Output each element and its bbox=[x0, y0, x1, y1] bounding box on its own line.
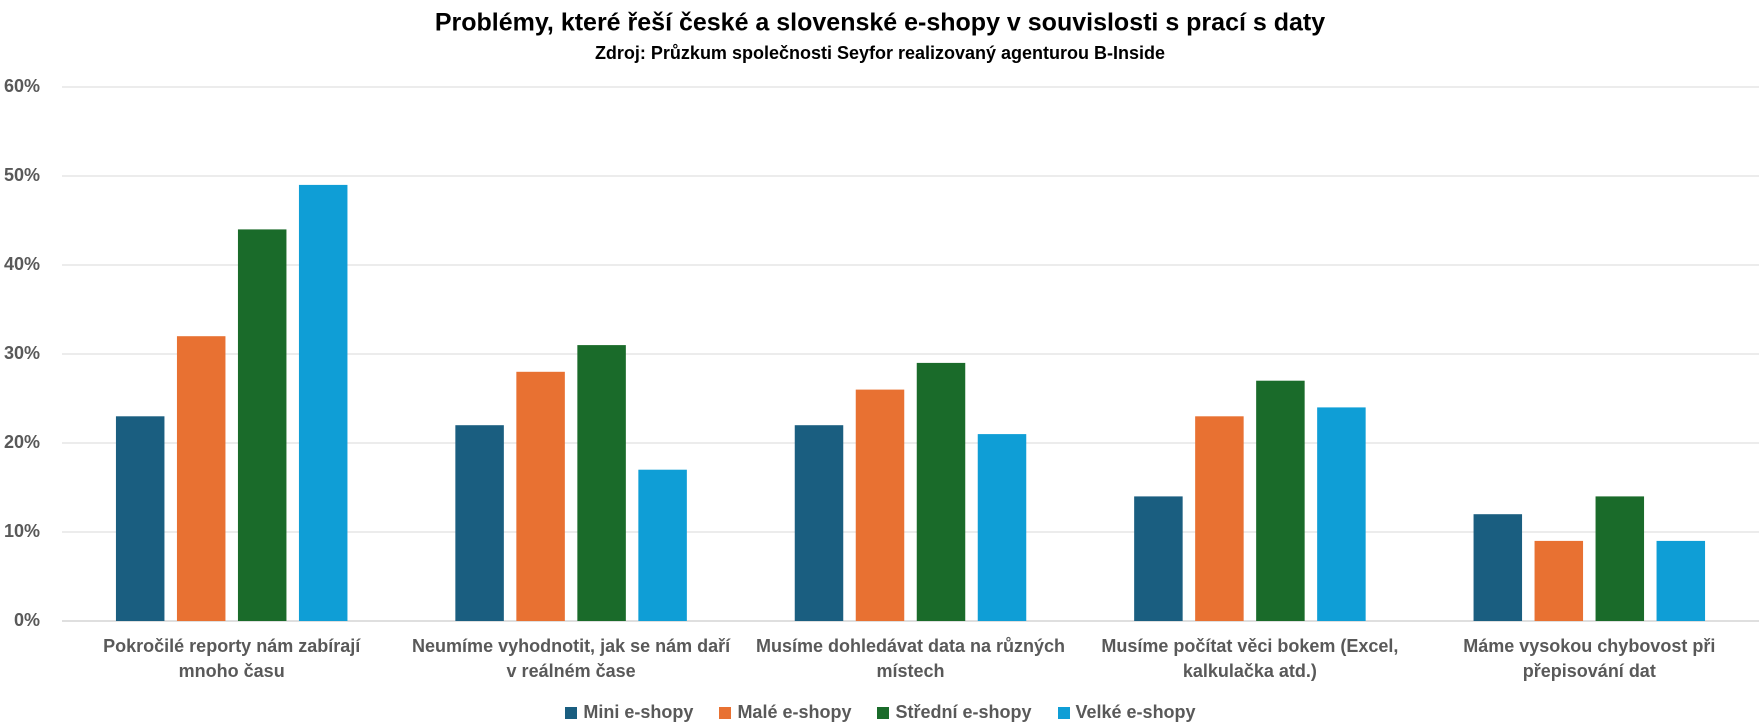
y-tick-label: 0% bbox=[14, 610, 40, 630]
bar bbox=[1195, 416, 1244, 621]
bar bbox=[1256, 380, 1305, 621]
bar bbox=[1595, 496, 1645, 621]
bar bbox=[115, 416, 165, 621]
legend-label: Střední e-shopy bbox=[895, 702, 1032, 722]
x-tick-label: Musíme počítat věci bokem (Excel, kalkul… bbox=[1101, 636, 1399, 681]
bar bbox=[916, 362, 966, 621]
legend-swatch bbox=[719, 706, 732, 719]
y-tick-label: 10% bbox=[4, 521, 40, 541]
bar bbox=[1473, 514, 1523, 621]
bar bbox=[977, 434, 1027, 621]
bar bbox=[577, 345, 626, 621]
chart-subtitle: Zdroj: Průzkum společnosti Seyfor realiz… bbox=[595, 43, 1165, 63]
bar bbox=[1534, 540, 1584, 621]
legend-label: Velké e-shopy bbox=[1075, 702, 1196, 722]
legend-item: Střední e-shopy bbox=[877, 702, 1032, 723]
legend: Mini e-shopy Malé e-shopy Střední e-shopy V… bbox=[0, 702, 1761, 723]
bar bbox=[1317, 407, 1366, 621]
bar bbox=[176, 336, 226, 621]
bar bbox=[455, 425, 504, 621]
legend-label: Mini e-shopy bbox=[583, 702, 694, 722]
x-tick-label: Pokročilé reporty nám zabírají mnoho čas… bbox=[103, 636, 361, 681]
legend-item: Mini e-shopy bbox=[565, 702, 693, 723]
legend-swatch bbox=[1057, 706, 1070, 719]
bar bbox=[516, 371, 565, 621]
chart-title: Problémy, které řeší české a slovenské e… bbox=[435, 9, 1325, 37]
y-tick-label: 50% bbox=[4, 165, 40, 185]
x-tick-label: Neumíme vyhodnotit, jak se nám daří v re… bbox=[412, 636, 731, 681]
x-tick-label: Máme vysokou chybovost při přepisování d… bbox=[1463, 636, 1716, 681]
y-tick-label: 30% bbox=[4, 343, 40, 363]
legend-swatch bbox=[565, 706, 578, 719]
bar bbox=[1134, 496, 1183, 621]
bar bbox=[298, 184, 348, 621]
y-tick-label: 20% bbox=[4, 432, 40, 452]
bar bbox=[794, 425, 844, 621]
legend-item: Malé e-shopy bbox=[719, 702, 851, 723]
y-tick-label: 40% bbox=[4, 254, 40, 274]
bar bbox=[237, 229, 287, 621]
bar bbox=[855, 389, 905, 621]
legend-swatch bbox=[877, 706, 890, 719]
legend-label: Malé e-shopy bbox=[737, 702, 852, 722]
x-tick-label: Musíme dohledávat data na různých místec… bbox=[755, 636, 1066, 681]
y-tick-label: 60% bbox=[4, 76, 40, 96]
bar bbox=[638, 469, 687, 621]
legend-item: Velké e-shopy bbox=[1057, 702, 1196, 723]
bar bbox=[1656, 540, 1706, 621]
